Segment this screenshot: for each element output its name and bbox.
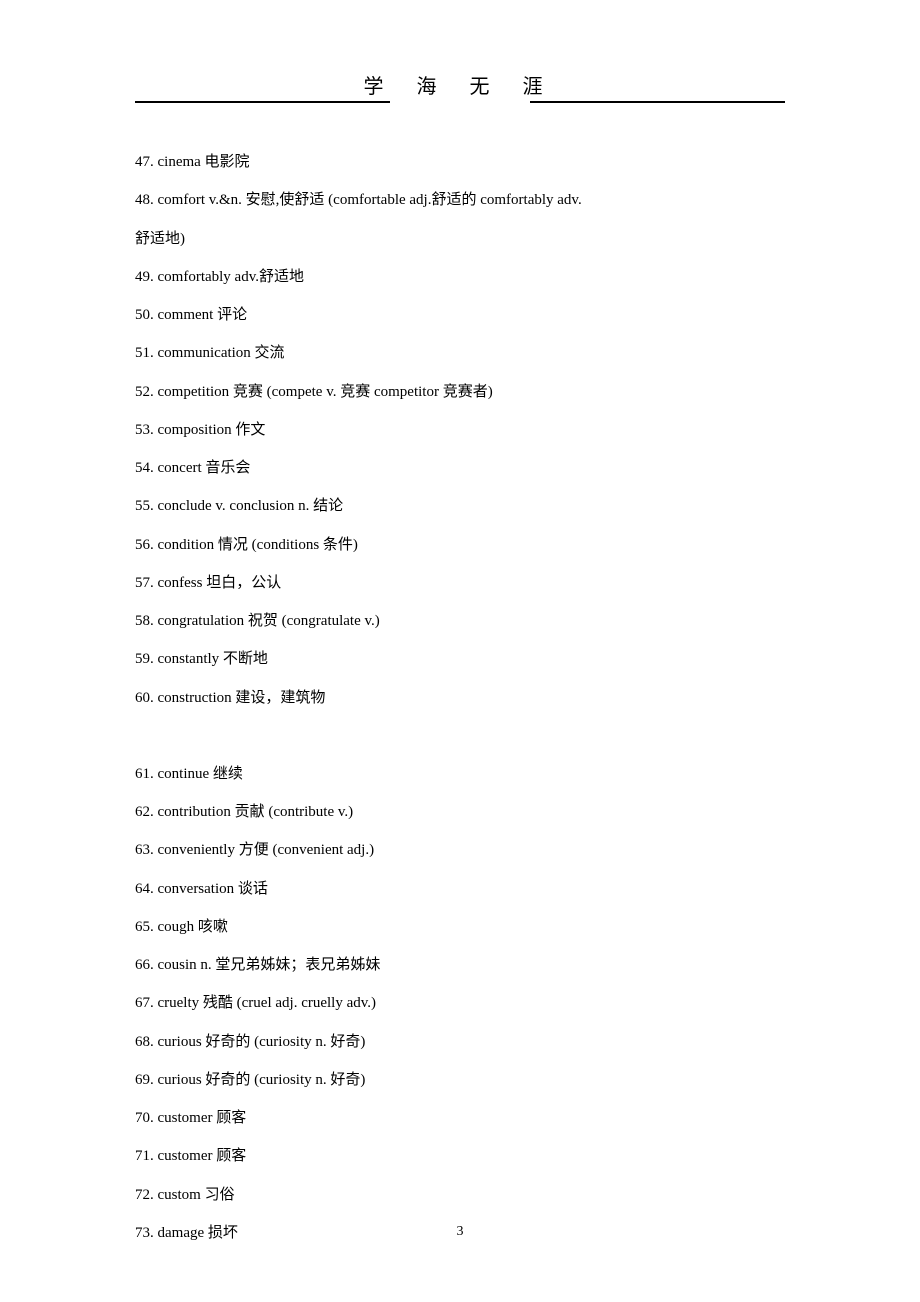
vocabulary-entry: 68. curious 好奇的 (curiosity n. 好奇) (135, 1023, 785, 1061)
vocabulary-entry: 50. comment 评论 (135, 296, 785, 334)
header-title: 学 海 无 涯 (356, 70, 565, 99)
vocabulary-entry: 57. confess 坦白，公认 (135, 564, 785, 602)
vocabulary-entry: 62. contribution 贡献 (contribute v.) (135, 793, 785, 831)
vocabulary-entry: 52. competition 竞赛 (compete v. 竞赛 compet… (135, 373, 785, 411)
page-header: 学 海 无 涯 (135, 70, 785, 103)
vocabulary-entry: 67. cruelty 残酷 (cruel adj. cruelly adv.) (135, 984, 785, 1022)
vocabulary-entry: 66. cousin n. 堂兄弟姊妹；表兄弟姊妹 (135, 946, 785, 984)
vocabulary-entry: 61. continue 继续 (135, 755, 785, 793)
vocabulary-entry: 58. congratulation 祝贺 (congratulate v.) (135, 602, 785, 640)
vocabulary-entry: 69. curious 好奇的 (curiosity n. 好奇) (135, 1061, 785, 1099)
vocabulary-entry: 47. cinema 电影院 (135, 143, 785, 181)
vocabulary-entry: 48. comfort v.&n. 安慰,使舒适 (comfortable ad… (135, 181, 785, 219)
vocabulary-entry: 63. conveniently 方便 (convenient adj.) (135, 831, 785, 869)
vocabulary-entry: 53. composition 作文 (135, 411, 785, 449)
vocabulary-entry: 72. custom 习俗 (135, 1176, 785, 1214)
vocabulary-entry: 49. comfortably adv.舒适地 (135, 258, 785, 296)
vocabulary-entry: 65. cough 咳嗽 (135, 908, 785, 946)
document-page: 学 海 无 涯 47. cinema 电影院48. comfort v.&n. … (0, 0, 920, 1252)
vocabulary-entry: 56. condition 情况 (conditions 条件) (135, 526, 785, 564)
vocabulary-entry: 64. conversation 谈话 (135, 870, 785, 908)
vocabulary-entry-continuation: 舒适地) (135, 220, 785, 258)
page-number: 3 (0, 1224, 920, 1240)
vocabulary-entry: 55. conclude v. conclusion n. 结论 (135, 487, 785, 525)
vocabulary-entry: 54. concert 音乐会 (135, 449, 785, 487)
vocabulary-entry: 59. constantly 不断地 (135, 640, 785, 678)
vocabulary-entry: 60. construction 建设，建筑物 (135, 679, 785, 717)
vocabulary-entry: 51. communication 交流 (135, 334, 785, 372)
header-rule (135, 101, 785, 103)
vocabulary-entry: 70. customer 顾客 (135, 1099, 785, 1137)
vocabulary-entry: 71. customer 顾客 (135, 1137, 785, 1175)
section-gap (135, 717, 785, 755)
vocabulary-list: 47. cinema 电影院48. comfort v.&n. 安慰,使舒适 (… (135, 143, 785, 1252)
